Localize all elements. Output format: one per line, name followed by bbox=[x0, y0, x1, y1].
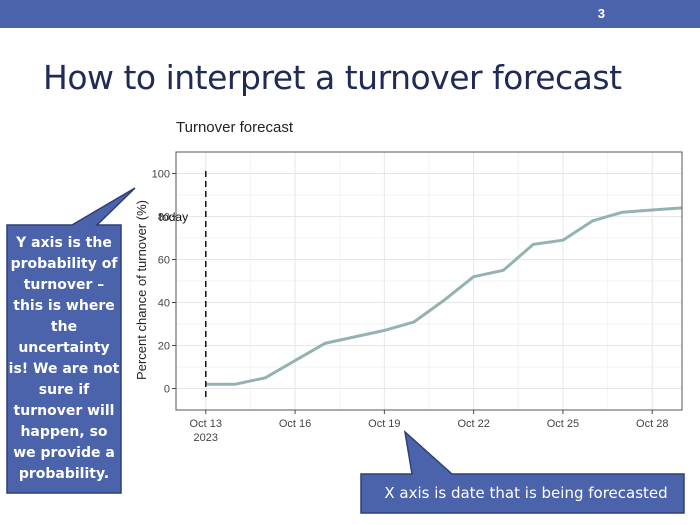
y-tick-label: 20 bbox=[158, 341, 170, 353]
annotation-layer: today bbox=[159, 171, 207, 398]
y-axis-callout-text: Y axis is the probability of turnover – … bbox=[8, 235, 120, 482]
y-tick-label: 100 bbox=[152, 169, 170, 181]
y-tick-label: 40 bbox=[158, 298, 170, 310]
y-axis-callout-shape bbox=[6, 187, 136, 494]
x-tick-label: Oct 28 bbox=[636, 418, 668, 430]
x-axis-callout-text: X axis is date that is being forecasted bbox=[384, 484, 668, 502]
chart-title: Turnover forecast bbox=[176, 119, 294, 136]
slide-title: How to interpret a turnover forecast bbox=[43, 58, 622, 97]
x-axis-callout-shape bbox=[360, 430, 685, 514]
x-tick-label: Oct 16 bbox=[279, 418, 311, 430]
series-layer bbox=[205, 206, 683, 386]
plot-border bbox=[175, 151, 683, 411]
grid-layer bbox=[176, 151, 682, 411]
tick-layer: 0 20 40 60 80 100 Oct 13 2023 Oct 16 Oct 19 Oct 22… bbox=[152, 151, 683, 444]
x-tick-label: Oct 25 bbox=[547, 418, 579, 430]
x-tick-label: Oct 13 bbox=[190, 418, 222, 430]
y-tick-label: 60 bbox=[158, 255, 170, 267]
slide-number: 3 bbox=[597, 6, 605, 21]
y-tick-label: 0 bbox=[164, 384, 170, 396]
y-tick-label: 80 bbox=[158, 212, 170, 224]
x-tick-label: Oct 22 bbox=[457, 418, 489, 430]
x-tick-label: Oct 19 bbox=[368, 418, 400, 430]
x-tick-sublabel: 2023 bbox=[194, 432, 218, 444]
y-axis-label: Percent chance of turnover (%) bbox=[134, 200, 149, 380]
header-bar: 3 bbox=[0, 0, 700, 28]
forecast-line bbox=[205, 206, 683, 386]
